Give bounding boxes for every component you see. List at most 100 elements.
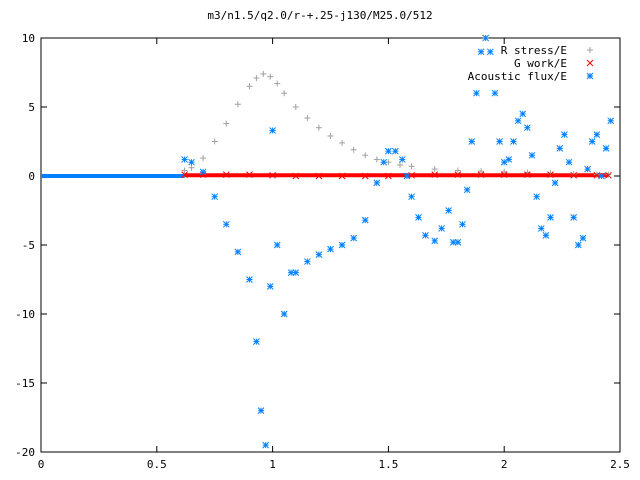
legend-label: G work/E [514,57,567,70]
point-g-work-e [222,171,230,178]
point-acoustic-flux-e [445,207,452,214]
point-r-stress-e [281,90,288,97]
point-r-stress-e [223,120,230,127]
point-acoustic-flux-e [547,214,554,221]
point-acoustic-flux-e [403,172,411,180]
point-acoustic-flux-e [398,156,406,163]
y-tick-label: -10 [15,308,35,321]
point-acoustic-flux-e [463,186,471,194]
point-r-stress-e [327,132,334,139]
point-r-stress-e [292,104,299,110]
point-acoustic-flux-e [505,156,513,163]
y-tick-label: 10 [22,32,35,45]
point-acoustic-flux-e [380,158,388,166]
point-r-stress-e [478,168,485,175]
point-r-stress-e [188,164,195,171]
legend-marker [586,72,594,80]
x-tick-label: 0.5 [147,458,167,471]
point-acoustic-flux-e [486,48,494,56]
point-g-work-e [524,171,531,178]
point-acoustic-flux-e [408,193,415,201]
point-acoustic-flux-e [373,179,381,187]
point-acoustic-flux-e [570,214,578,221]
point-r-stress-e [454,167,461,174]
point-acoustic-flux-e [459,220,466,228]
axes: 0 0.5 1 1.5 2 2.5 10 5 0 -5 -10 -15 -20 [15,32,630,471]
point-g-work-e [454,171,462,178]
x-tick-label: 1.5 [378,458,398,471]
x-tick-label: 0 [38,458,45,471]
point-r-stress-e [200,155,207,162]
point-acoustic-flux-e [491,89,499,97]
point-g-work-e [361,172,369,180]
series-g-work-e [181,171,612,180]
point-acoustic-flux-e [528,151,536,159]
point-g-work-e [570,171,578,179]
y-tick-label: 5 [28,101,35,114]
legend-marker [587,47,593,53]
point-acoustic-flux-e [588,138,596,145]
point-g-work-e [547,171,554,178]
point-acoustic-flux-e [246,276,253,283]
point-r-stress-e [408,163,415,170]
point-acoustic-flux-e [438,225,446,232]
point-acoustic-flux-e [537,225,545,232]
y-tick-label: -20 [15,446,35,459]
point-acoustic-flux-e [361,216,369,224]
y-tick-label: -15 [15,377,35,390]
point-acoustic-flux-e [211,193,219,201]
point-r-stress-e [253,75,260,82]
legend-label: Acoustic flux/E [468,70,567,83]
point-r-stress-e [396,161,403,168]
point-acoustic-flux-e [181,156,188,163]
x-tick-label: 1 [269,458,276,471]
legend-label: R stress/E [501,44,567,57]
point-acoustic-flux-e [327,245,334,253]
point-acoustic-flux-e [565,158,573,166]
point-acoustic-flux-e [524,124,531,132]
point-acoustic-flux-e [542,231,550,239]
point-acoustic-flux-e [391,147,399,155]
point-acoustic-flux-e [315,251,323,259]
point-acoustic-flux-e [303,258,311,265]
point-acoustic-flux-e [422,231,429,239]
point-g-work-e [246,171,253,178]
point-r-stress-e [211,138,218,145]
point-acoustic-flux-e [519,110,527,118]
point-acoustic-flux-e [269,127,276,134]
point-r-stress-e [339,139,346,146]
point-g-work-e [431,171,439,178]
y-tick-label: -5 [22,239,35,252]
point-r-stress-e [350,146,357,153]
point-r-stress-e [234,101,241,108]
point-r-stress-e [274,80,281,87]
point-acoustic-flux-e [496,138,503,145]
point-acoustic-flux-e [551,179,559,187]
point-g-work-e [500,171,508,178]
point-acoustic-flux-e [598,172,605,180]
point-acoustic-flux-e [607,117,615,125]
point-r-stress-e [431,166,438,173]
point-r-stress-e [181,167,188,174]
point-g-work-e [292,172,300,180]
point-r-stress-e [304,115,311,122]
point-acoustic-flux-e [253,338,260,345]
point-r-stress-e [267,73,274,80]
point-acoustic-flux-e [468,138,476,145]
point-acoustic-flux-e [415,214,422,221]
point-acoustic-flux-e [338,241,346,249]
point-acoustic-flux-e [602,145,610,152]
plot-area-border [40,37,621,453]
point-acoustic-flux-e [262,441,270,449]
point-acoustic-flux-e [454,238,462,246]
point-r-stress-e [260,70,267,77]
point-r-stress-e [246,83,253,90]
point-r-stress-e [373,156,380,163]
data-marks [41,34,615,449]
point-acoustic-flux-e [280,310,288,318]
point-acoustic-flux-e [234,248,242,256]
point-acoustic-flux-e [477,48,485,56]
point-acoustic-flux-e [292,269,300,276]
